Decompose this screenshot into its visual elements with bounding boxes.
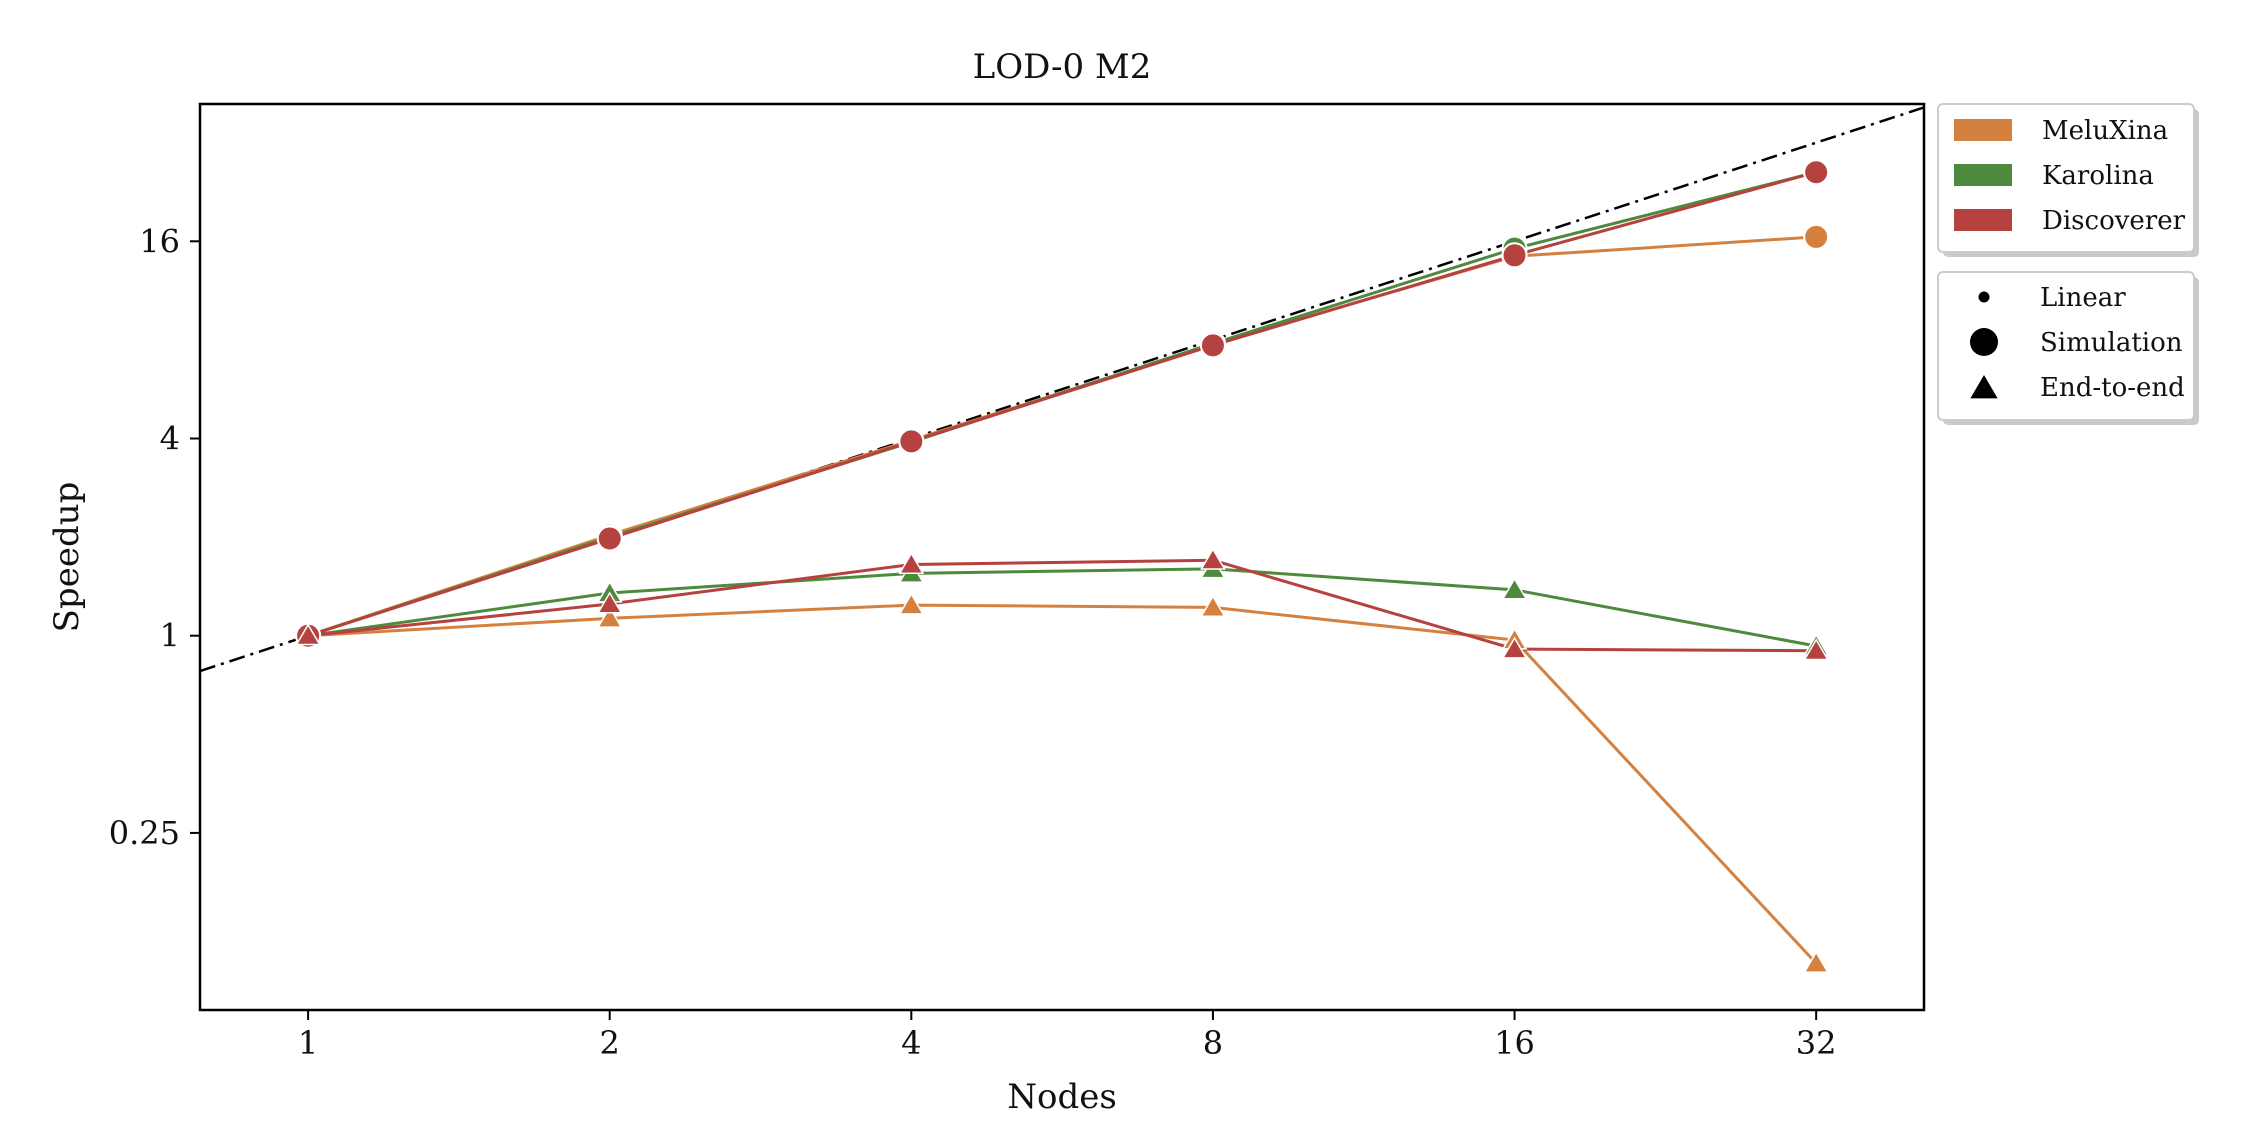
discoverer-end-to-end-point	[1501, 636, 1528, 659]
discoverer-simulation-point	[1501, 242, 1528, 269]
legend-swatch-discoverer	[1954, 209, 2012, 231]
chart-marks	[200, 106, 1924, 973]
y-tick-label: 1	[160, 617, 180, 655]
legend-linear-marker	[1978, 291, 1990, 303]
meluxina-simulation-line	[307, 235, 1817, 638]
clipped-marks	[200, 106, 1924, 965]
discoverer-end-to-end-point	[1200, 547, 1226, 570]
meluxina-end-to-end-point	[1200, 594, 1226, 617]
legend-label: MeluXina	[2042, 116, 2168, 146]
legend-systems: MeluXina Karolina Discoverer	[1937, 103, 2199, 257]
legend-label: End-to-end	[2040, 373, 2185, 403]
legend-markers: Linear Simulation End-to-end	[1937, 271, 2199, 425]
meluxina-end-to-end-line	[308, 603, 1818, 965]
x-tick-label: 8	[1203, 1024, 1223, 1062]
meluxina-end-to-end-point	[898, 592, 925, 615]
discoverer-end-to-end-point	[596, 591, 623, 614]
x-tick-label: 4	[901, 1024, 921, 1062]
y-axis-ticks: 0.25 1 4 16	[109, 222, 200, 852]
legend-label: Discoverer	[2042, 206, 2186, 236]
y-tick-label: 16	[139, 222, 180, 260]
legend-label: Karolina	[2042, 161, 2154, 191]
legend-end-to-end-marker	[1970, 375, 1998, 399]
legend-swatch-meluxina	[1954, 119, 2012, 141]
discoverer-end-to-end-point	[898, 551, 925, 575]
legend-label: Simulation	[2040, 328, 2183, 358]
x-axis-ticks: 1 2 4 8 16 32	[298, 1010, 1837, 1062]
x-tick-label: 1	[298, 1024, 318, 1062]
discoverer-simulation-point	[1199, 332, 1226, 359]
karolina-simulation-line	[307, 170, 1817, 638]
x-tick-label: 2	[600, 1024, 620, 1062]
y-tick-label: 4	[160, 419, 180, 457]
discoverer-simulation-point	[898, 428, 925, 455]
legend-simulation-marker	[1970, 328, 1998, 356]
legend-swatch-karolina	[1954, 164, 2012, 186]
meluxina-end-to-end-point	[596, 605, 623, 628]
discoverer-end-to-end-line	[307, 558, 1817, 653]
x-tick-label: 16	[1494, 1024, 1535, 1062]
meluxina-end-to-end-point	[1803, 950, 1830, 973]
x-tick-label: 32	[1796, 1024, 1837, 1062]
discoverer-simulation-line	[307, 170, 1817, 638]
discoverer-end-to-end-point	[295, 623, 321, 646]
discoverer-simulation-point	[596, 525, 623, 552]
meluxina-simulation-point	[1803, 223, 1830, 250]
discoverer-end-to-end-point	[1803, 638, 1830, 661]
legend-label: Linear	[2040, 283, 2126, 313]
plot-area: 1 2 4 8 16 32 0.25 1 4 16	[109, 102, 1926, 1062]
karolina-end-to-end-line	[307, 567, 1817, 648]
y-tick-label: 0.25	[109, 814, 180, 852]
karolina-end-to-end-point	[1501, 577, 1528, 600]
plot-frame	[198, 102, 1926, 1012]
legend-frame	[1937, 271, 2195, 421]
y-axis-label: Speedup	[47, 482, 87, 633]
chart-title: LOD-0 M2	[973, 47, 1152, 87]
x-axis-label: Nodes	[1007, 1077, 1117, 1117]
discoverer-simulation-point	[1803, 159, 1830, 186]
